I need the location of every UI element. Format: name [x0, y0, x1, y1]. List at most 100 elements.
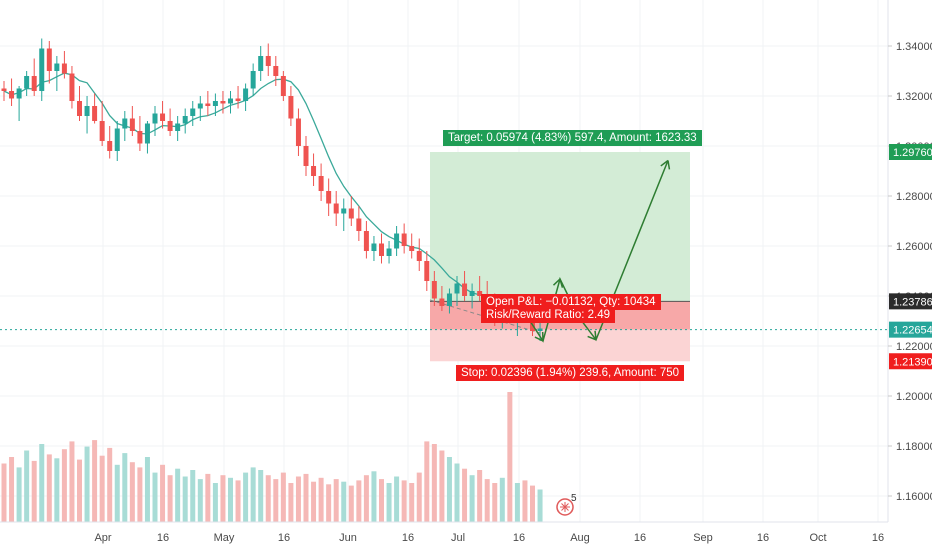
candle-body	[46, 48, 52, 71]
time-tick-label: Apr	[94, 532, 111, 544]
volume-bar	[356, 480, 362, 522]
candle-body	[167, 121, 173, 131]
volume-bar	[333, 479, 339, 522]
volume-bar	[24, 450, 30, 522]
volume-bar	[371, 471, 377, 522]
logo-badge-count: 5	[571, 493, 577, 504]
volume-bar	[477, 470, 483, 522]
volume-bar	[167, 475, 173, 522]
volume-bar	[1, 463, 7, 522]
candle-body	[107, 141, 113, 151]
volume-bar	[522, 480, 528, 522]
volume-bar	[129, 462, 135, 522]
price-tag-label: 1.21390	[893, 356, 932, 368]
volume-bar	[530, 485, 535, 522]
price-tag-bg	[889, 353, 932, 370]
volume-bar	[77, 459, 82, 522]
candle-body	[54, 63, 60, 71]
price-tick-label: 1.34000	[896, 41, 932, 53]
volume-bar	[46, 454, 52, 522]
time-tick-label: 16	[634, 532, 646, 544]
volume-bar	[220, 475, 226, 522]
time-tick-label: 16	[402, 532, 414, 544]
volume-bar	[348, 485, 354, 522]
volume-bar	[190, 470, 196, 522]
time-tick-label: Jul	[451, 532, 465, 544]
volume-bar	[507, 392, 513, 522]
candle-body	[39, 48, 45, 91]
time-tick-label: 16	[872, 532, 884, 544]
volume-bar	[492, 483, 498, 522]
volume-bar	[484, 479, 490, 522]
stop-zone[interactable]	[430, 329, 690, 362]
price-tick-label: 1.28000	[896, 191, 932, 203]
volume-bar	[469, 475, 475, 522]
candle-body	[280, 76, 286, 96]
candle-body	[409, 246, 415, 251]
volume-bar	[258, 470, 264, 522]
volume-bar	[386, 483, 392, 522]
arrow-head	[552, 278, 564, 288]
candle-body	[416, 251, 422, 261]
time-tick-label: May	[214, 532, 235, 544]
risk-reward-label: Risk/Reward Ratio: 2.49	[481, 307, 615, 323]
volume-bar	[394, 476, 400, 522]
candle-body	[92, 106, 98, 121]
volume-bar	[69, 441, 75, 522]
candle-body	[326, 191, 332, 204]
candle-body	[228, 98, 233, 104]
candle-body	[295, 118, 301, 146]
volume-bar	[446, 457, 452, 522]
volume-bar	[416, 472, 422, 522]
candle-body	[31, 76, 37, 91]
volume-bar	[61, 449, 67, 522]
volume-bar	[409, 483, 415, 522]
volume-bar	[295, 476, 301, 522]
volume-bar	[250, 467, 256, 522]
candle-body	[205, 103, 211, 106]
candle-body	[212, 101, 218, 106]
volume-bar	[341, 481, 347, 522]
volume-bar	[152, 472, 158, 522]
volume-bar	[265, 475, 271, 522]
volume-bar	[273, 479, 279, 522]
volume-bar	[31, 460, 37, 522]
time-tick-label: Aug	[570, 532, 590, 544]
candle-body	[160, 113, 166, 121]
arrow-head	[534, 331, 544, 342]
candle-body	[175, 123, 181, 131]
candle-body	[69, 73, 75, 101]
candle-body	[220, 101, 226, 104]
price-tag-label: 1.29760	[893, 147, 932, 159]
volume-bar	[39, 444, 45, 522]
candle-body	[243, 88, 249, 101]
volume-bar	[122, 453, 128, 522]
candle-body	[439, 298, 445, 306]
volume-bar	[280, 472, 286, 522]
volume-bar	[514, 483, 520, 522]
candle-body	[454, 283, 460, 294]
candle-body	[99, 121, 105, 141]
price-tick-label: 1.32000	[896, 91, 932, 103]
candle-body	[250, 71, 256, 89]
candle-body	[190, 108, 196, 116]
candle-body	[235, 98, 241, 101]
price-tag-bg	[889, 144, 932, 160]
price-tick-label: 1.22000	[896, 341, 932, 353]
candle-body	[379, 243, 384, 256]
volume-bar	[160, 464, 166, 522]
logo-badge: 5	[556, 493, 577, 516]
candle-body	[77, 101, 82, 116]
volume-bar	[243, 472, 249, 522]
candle-body	[273, 66, 279, 76]
time-tick-label: Sep	[693, 532, 713, 544]
candle-body	[84, 106, 90, 116]
volume-bar	[401, 480, 407, 522]
candle-body	[16, 88, 22, 99]
volume-bar	[303, 473, 309, 522]
candle-body	[431, 281, 437, 299]
price-tag-label: 1.22654	[893, 325, 932, 337]
candle-body	[401, 233, 407, 246]
profit-zone[interactable]	[430, 152, 690, 302]
